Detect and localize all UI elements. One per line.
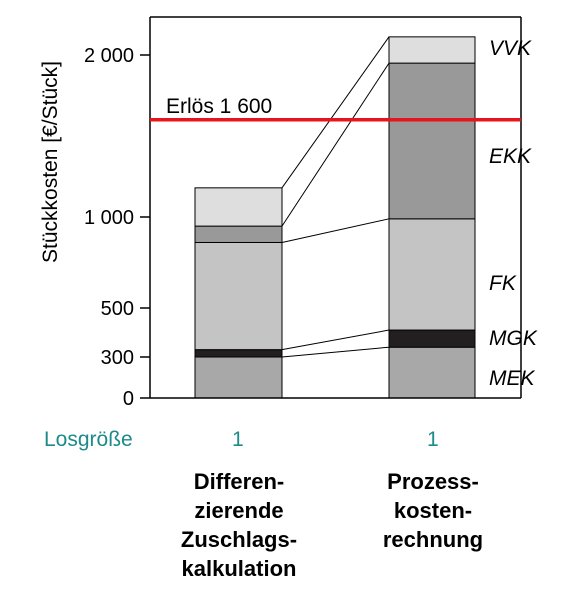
bar-segment-ekk-2 bbox=[388, 62, 476, 220]
segment-label-vvk: VVK bbox=[489, 37, 532, 60]
category-label-prozesskostenrechnung: Prozess- kosten- rechnung bbox=[382, 469, 484, 552]
bar-segment-mgk-2 bbox=[388, 329, 476, 348]
reference-line-label: Erlös 1 600 bbox=[166, 95, 272, 118]
y-tick-label-500: 500 bbox=[101, 298, 134, 320]
connector-lines bbox=[281, 36, 390, 358]
y-axis-label: Stückkosten [€/Stück] bbox=[39, 61, 62, 263]
revenue-reference-line: Erlös 1 600 bbox=[150, 95, 521, 122]
lot-size-value-2: 1 bbox=[427, 428, 439, 451]
connector-line-5 bbox=[281, 36, 390, 189]
lot-size-value-1: 1 bbox=[232, 428, 244, 451]
bar-segment-ekk-1 bbox=[194, 225, 283, 243]
stacked-bars bbox=[194, 36, 476, 399]
y-tick-label-0: 0 bbox=[123, 388, 134, 410]
bar-segment-mek-1 bbox=[194, 356, 283, 399]
bar-segment-mgk-1 bbox=[194, 349, 283, 358]
y-axis-ticks: 0 300 500 1 000 2 000 bbox=[84, 45, 150, 410]
segment-labels: MEK MGK FK EKK VVK bbox=[489, 37, 538, 390]
category-label-zuschlagskalkulation: Differen- zierende Zuschlags- kalkulatio… bbox=[180, 469, 298, 581]
segment-label-fk: FK bbox=[489, 272, 517, 295]
y-tick-label-300: 300 bbox=[101, 347, 134, 369]
connector-line-3 bbox=[281, 218, 390, 243]
segment-label-mek: MEK bbox=[489, 367, 536, 390]
connector-line-1 bbox=[281, 346, 390, 358]
y-tick-label-2000: 2 000 bbox=[84, 45, 134, 67]
y-tick-label-1000: 1 000 bbox=[84, 207, 134, 229]
bar-segment-fk-2 bbox=[388, 218, 476, 331]
connector-line-4 bbox=[281, 62, 390, 227]
bar-segment-vvk-1 bbox=[194, 187, 283, 227]
bar-segment-mek-2 bbox=[388, 346, 476, 399]
connector-line-2 bbox=[281, 329, 390, 351]
bar-segment-fk-1 bbox=[194, 241, 283, 351]
bar-segment-vvk-2 bbox=[388, 36, 476, 64]
segment-label-ekk: EKK bbox=[489, 145, 532, 168]
lot-size-label: Losgröße bbox=[44, 428, 133, 451]
segment-label-mgk: MGK bbox=[489, 327, 538, 350]
